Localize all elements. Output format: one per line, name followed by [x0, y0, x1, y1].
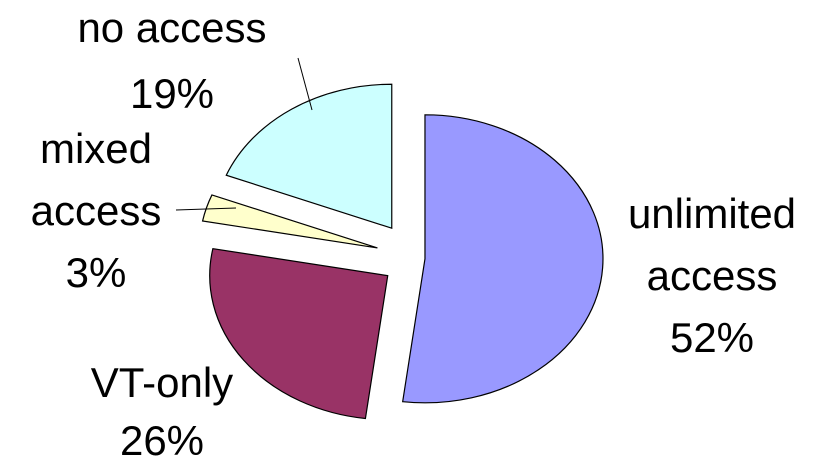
slice-value-text: 19% — [130, 70, 214, 117]
labels-layer: unlimited access 52% VT-only 26% mixed access 3… — [31, 4, 796, 461]
pie-slice-no-access — [225, 83, 393, 230]
slice-label-mixed-access: mixed access 3% — [31, 125, 162, 296]
leader-line-no-access — [297, 57, 313, 111]
leader-lines — [175, 57, 313, 211]
slice-name-text: mixed — [40, 125, 152, 172]
pie-slice-unlimited-access — [401, 114, 604, 404]
slice-label-vt-only: VT-only 26% — [91, 359, 233, 461]
leader-line-mixed-access — [175, 207, 237, 211]
slice-label-no-access: no access 19% — [77, 4, 266, 117]
slice-value-text: 52% — [670, 314, 754, 361]
slice-value-text: 3% — [66, 249, 127, 296]
slice-label-unlimited-access: unlimited access 52% — [628, 190, 796, 361]
slices-layer — [201, 83, 604, 420]
slice-name-text: unlimited — [628, 190, 796, 237]
slice-name-text: access — [647, 252, 778, 299]
slice-name-text: access — [31, 187, 162, 234]
slice-name-text: VT-only — [91, 359, 233, 406]
pie-slice-vt-only — [209, 247, 389, 420]
pie-slice-mixed-access — [201, 194, 378, 249]
slice-name-text: no access — [77, 4, 266, 51]
slice-value-text: 26% — [120, 417, 204, 461]
